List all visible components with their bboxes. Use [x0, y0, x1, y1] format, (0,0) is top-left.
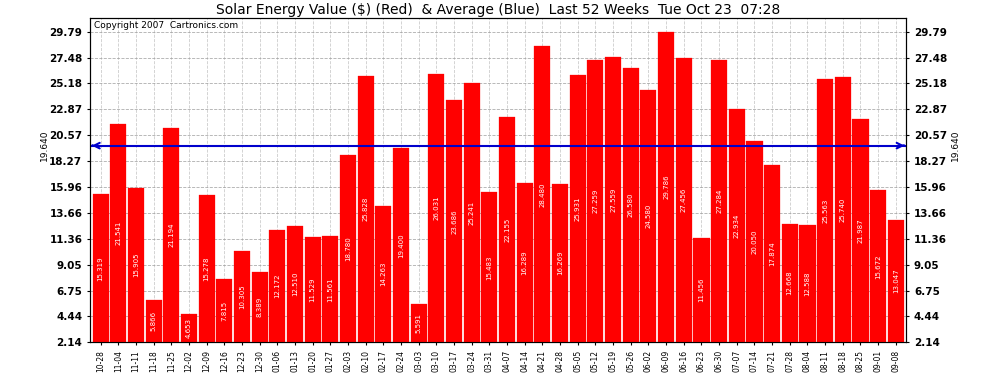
Bar	[675, 58, 692, 342]
Text: Copyright 2007  Cartronics.com: Copyright 2007 Cartronics.com	[94, 21, 239, 30]
Bar	[287, 226, 303, 342]
Text: 7.815: 7.815	[222, 300, 228, 321]
Text: 25.563: 25.563	[822, 198, 828, 223]
Bar	[92, 194, 109, 342]
Text: 19.640: 19.640	[40, 130, 49, 161]
Text: 11.529: 11.529	[310, 278, 316, 302]
Bar	[216, 279, 233, 342]
Text: 25.931: 25.931	[575, 196, 581, 221]
Text: 19.640: 19.640	[951, 130, 960, 161]
Bar	[393, 148, 409, 342]
Text: 12.510: 12.510	[292, 272, 298, 296]
Bar	[517, 183, 533, 342]
Text: 15.905: 15.905	[133, 253, 139, 277]
Text: 28.480: 28.480	[540, 182, 545, 207]
Bar	[375, 206, 391, 342]
Text: 18.780: 18.780	[345, 237, 351, 261]
Bar	[357, 76, 374, 342]
Bar	[322, 237, 339, 342]
Bar	[499, 117, 515, 342]
Bar	[799, 225, 816, 342]
Text: 15.278: 15.278	[204, 256, 210, 281]
Bar	[429, 74, 445, 342]
Title: Solar Energy Value ($) (Red)  & Average (Blue)  Last 52 Weeks  Tue Oct 23  07:28: Solar Energy Value ($) (Red) & Average (…	[216, 3, 780, 17]
Text: 15.483: 15.483	[486, 255, 492, 280]
Bar	[446, 100, 462, 342]
Text: 11.561: 11.561	[328, 277, 334, 302]
Text: 12.172: 12.172	[274, 274, 280, 298]
Text: 27.284: 27.284	[716, 189, 722, 213]
Bar	[305, 237, 321, 342]
Text: 21.194: 21.194	[168, 223, 174, 248]
Bar	[870, 190, 886, 342]
Bar	[693, 238, 710, 342]
Text: 5.591: 5.591	[416, 313, 422, 333]
Bar	[128, 188, 145, 342]
Bar	[817, 79, 834, 342]
Bar	[251, 272, 268, 342]
Bar	[605, 57, 621, 342]
Text: 5.866: 5.866	[150, 311, 156, 332]
Text: 26.580: 26.580	[628, 193, 634, 217]
Text: 27.559: 27.559	[610, 187, 616, 211]
Text: 16.269: 16.269	[557, 251, 563, 275]
Bar	[781, 224, 798, 342]
Bar	[623, 68, 639, 342]
Bar	[269, 230, 285, 342]
Text: 20.050: 20.050	[751, 230, 757, 254]
Text: 26.031: 26.031	[434, 196, 440, 220]
Text: 14.263: 14.263	[380, 262, 386, 286]
Text: 24.580: 24.580	[645, 204, 651, 228]
Bar	[569, 75, 586, 342]
Bar	[411, 303, 427, 342]
Bar	[711, 60, 728, 342]
Text: 12.668: 12.668	[787, 271, 793, 296]
Bar	[181, 314, 197, 342]
Text: 19.400: 19.400	[398, 233, 404, 258]
Bar	[234, 251, 250, 342]
Text: 12.588: 12.588	[805, 272, 811, 296]
Text: 25.241: 25.241	[468, 200, 474, 225]
Text: 17.874: 17.874	[769, 242, 775, 266]
Bar	[463, 82, 480, 342]
Text: 27.456: 27.456	[681, 188, 687, 212]
Bar	[746, 141, 762, 342]
Text: 25.740: 25.740	[840, 198, 845, 222]
Text: 21.987: 21.987	[857, 219, 863, 243]
Text: 21.541: 21.541	[115, 221, 122, 246]
Text: 22.934: 22.934	[734, 213, 740, 238]
Text: 25.828: 25.828	[362, 197, 368, 221]
Text: 27.259: 27.259	[592, 189, 598, 213]
Bar	[163, 128, 179, 342]
Text: 15.672: 15.672	[875, 254, 881, 279]
Bar	[641, 90, 656, 342]
Text: 29.786: 29.786	[663, 175, 669, 199]
Text: 10.305: 10.305	[239, 284, 245, 309]
Bar	[146, 300, 161, 342]
Bar	[481, 192, 498, 342]
Bar	[764, 165, 780, 342]
Text: 15.319: 15.319	[98, 256, 104, 280]
Bar	[658, 32, 674, 342]
Text: 8.389: 8.389	[256, 297, 262, 317]
Text: 11.456: 11.456	[698, 278, 704, 302]
Bar	[888, 220, 904, 342]
Bar	[835, 77, 850, 342]
Text: 13.047: 13.047	[893, 269, 899, 293]
Bar	[199, 195, 215, 342]
Text: 23.686: 23.686	[451, 209, 457, 234]
Bar	[110, 124, 127, 342]
Bar	[551, 183, 568, 342]
Bar	[729, 109, 744, 342]
Bar	[340, 155, 356, 342]
Bar	[535, 46, 550, 342]
Text: 22.155: 22.155	[504, 218, 510, 242]
Bar	[852, 119, 868, 342]
Bar	[587, 60, 604, 342]
Text: 16.289: 16.289	[522, 251, 528, 275]
Text: 4.653: 4.653	[186, 318, 192, 338]
